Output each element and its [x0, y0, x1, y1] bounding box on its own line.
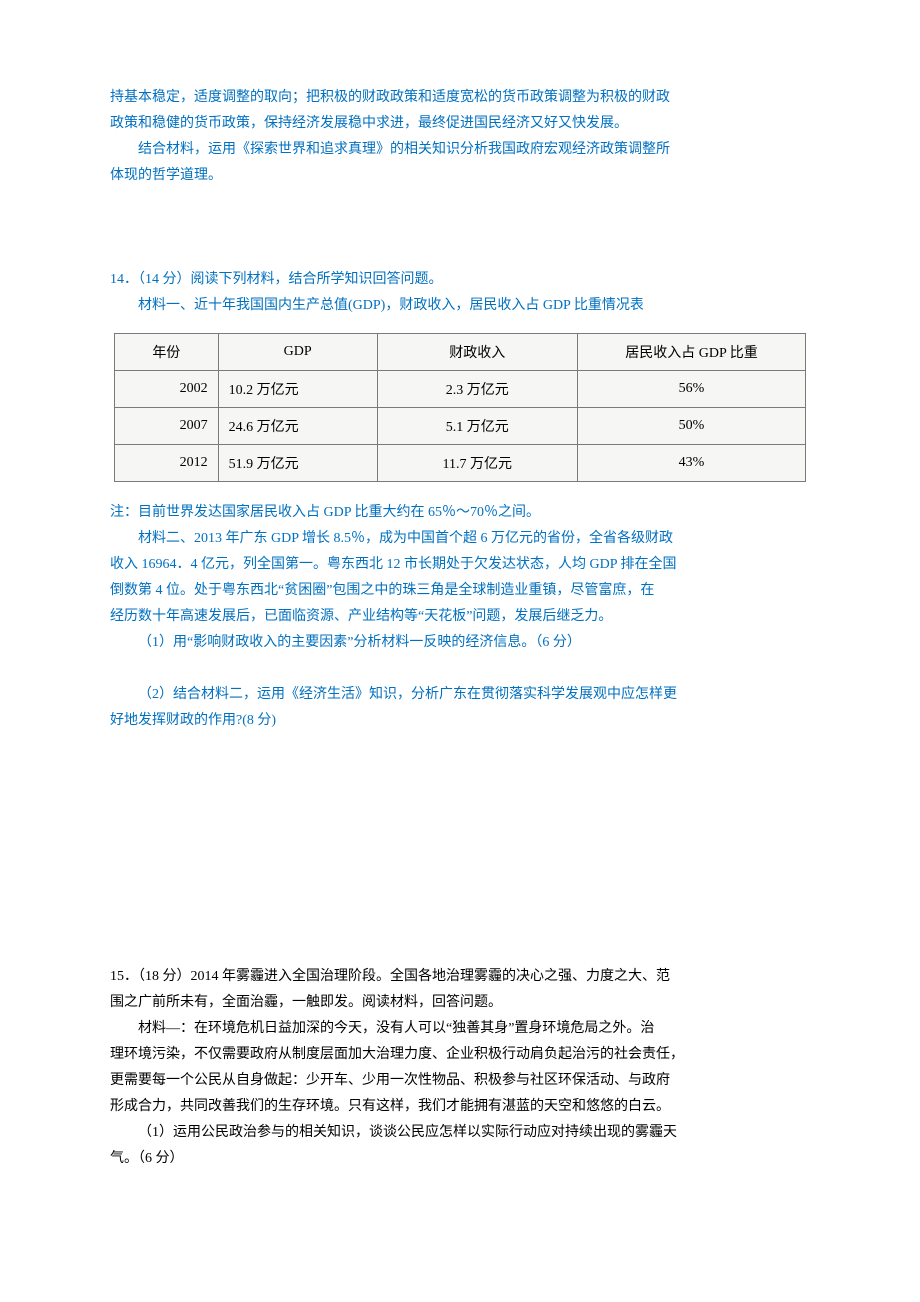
th-year: 年份 — [115, 334, 219, 371]
s14-q2b: 好地发挥财政的作用?(8 分) — [110, 708, 810, 734]
s14-heading: 14．（14 分）阅读下列材料，结合所学知识回答问题。 — [110, 267, 810, 293]
s13-line1: 持基本稳定，适度调整的取向；把积极的财政政策和适度宽松的货币政策调整为积极的财政 — [110, 85, 810, 111]
cell-year-1: 2002 — [115, 371, 219, 408]
s13-line2: 政策和稳健的货币政策，保持经济发展稳中求进，最终促进国民经济又好又快发展。 — [110, 111, 810, 137]
s14-table: 年份 GDP 财政收入 居民收入占 GDP 比重 2002 10.2 万亿元 2… — [114, 333, 806, 482]
section15: 15．（18 分）2014 年雾霾进入全国治理阶段。全国各地治理雾霾的决心之强、… — [110, 964, 810, 1172]
s14-q2a: （2）结合材料二，运用《经济生活》知识，分析广东在贯彻落实科学发展观中应怎样更 — [110, 682, 810, 708]
s14-m2-1: 材料二、2013 年广东 GDP 增长 8.5％，成为中国首个超 6 万亿元的省… — [110, 526, 810, 552]
cell-ratio-1: 56% — [577, 371, 805, 408]
table-row: 2012 51.9 万亿元 11.7 万亿元 43% — [115, 445, 806, 482]
s14-m2-2: 收入 16964．4 亿元，列全国第一。粤东西北 12 市长期处于欠发达状态，人… — [110, 552, 810, 578]
table-row: 2007 24.6 万亿元 5.1 万亿元 50% — [115, 408, 806, 445]
th-revenue: 财政收入 — [377, 334, 577, 371]
s15-m1c: 更需要每一个公民从自身做起：少开车、少用一次性物品、积极参与社区环保活动、与政府 — [110, 1068, 810, 1094]
s15-q1a: （1）运用公民政治参与的相关知识，谈谈公民应怎样以实际行动应对持续出现的雾霾天 — [110, 1120, 810, 1146]
section13-continuation: 持基本稳定，适度调整的取向；把积极的财政政策和适度宽松的货币政策调整为积极的财政… — [110, 85, 810, 189]
cell-year-3: 2012 — [115, 445, 219, 482]
cell-ratio-2: 50% — [577, 408, 805, 445]
th-ratio: 居民收入占 GDP 比重 — [577, 334, 805, 371]
s14-table-wrap: 年份 GDP 财政收入 居民收入占 GDP 比重 2002 10.2 万亿元 2… — [110, 333, 810, 482]
s15-m1a: 材料—：在环境危机日益加深的今天，没有人可以“独善其身”置身环境危局之外。治 — [110, 1016, 810, 1042]
s14-m2-3: 倒数第 4 位。处于粤东西北“贫困圈”包围之中的珠三角是全球制造业重镇，尽管富庶… — [110, 578, 810, 604]
s13-line4: 体现的哲学道理。 — [110, 163, 810, 189]
cell-ratio-3: 43% — [577, 445, 805, 482]
cell-gdp-3: 51.9 万亿元 — [218, 445, 377, 482]
s14-note: 注：目前世界发达国家居民收入占 GDP 比重大约在 65％～70％之间。 — [110, 500, 810, 526]
spacer — [110, 189, 810, 267]
s15-q1b: 气。（6 分） — [110, 1146, 810, 1172]
table-header-row: 年份 GDP 财政收入 居民收入占 GDP 比重 — [115, 334, 806, 371]
s14-intro: 材料一、近十年我国国内生产总值(GDP)，财政收入，居民收入占 GDP 比重情况… — [110, 293, 810, 319]
spacer — [110, 734, 810, 964]
s13-line3: 结合材料，运用《探索世界和追求真理》的相关知识分析我国政府宏观经济政策调整所 — [110, 137, 810, 163]
th-gdp: GDP — [218, 334, 377, 371]
cell-gdp-1: 10.2 万亿元 — [218, 371, 377, 408]
s15-head-a: 15．（18 分）2014 年雾霾进入全国治理阶段。全国各地治理雾霾的决心之强、… — [110, 964, 810, 990]
s14-m2-4: 经历数十年高速发展后，已面临资源、产业结构等“天花板”问题，发展后继乏力。 — [110, 604, 810, 630]
s15-m1d: 形成合力，共同改善我们的生存环境。只有这样，我们才能拥有湛蓝的天空和悠悠的白云。 — [110, 1094, 810, 1120]
table-row: 2002 10.2 万亿元 2.3 万亿元 56% — [115, 371, 806, 408]
cell-rev-3: 11.7 万亿元 — [377, 445, 577, 482]
section14: 14．（14 分）阅读下列材料，结合所学知识回答问题。 材料一、近十年我国国内生… — [110, 267, 810, 734]
s14-q1: （1）用“影响财政收入的主要因素”分析材料一反映的经济信息。（6 分） — [110, 630, 810, 656]
cell-rev-2: 5.1 万亿元 — [377, 408, 577, 445]
s15-head-b: 围之广前所未有，全面治霾，一触即发。阅读材料，回答问题。 — [110, 990, 810, 1016]
cell-year-2: 2007 — [115, 408, 219, 445]
spacer — [110, 656, 810, 682]
s15-m1b: 理环境污染，不仅需要政府从制度层面加大治理力度、企业积极行动肩负起治污的社会责任… — [110, 1042, 810, 1068]
cell-rev-1: 2.3 万亿元 — [377, 371, 577, 408]
cell-gdp-2: 24.6 万亿元 — [218, 408, 377, 445]
